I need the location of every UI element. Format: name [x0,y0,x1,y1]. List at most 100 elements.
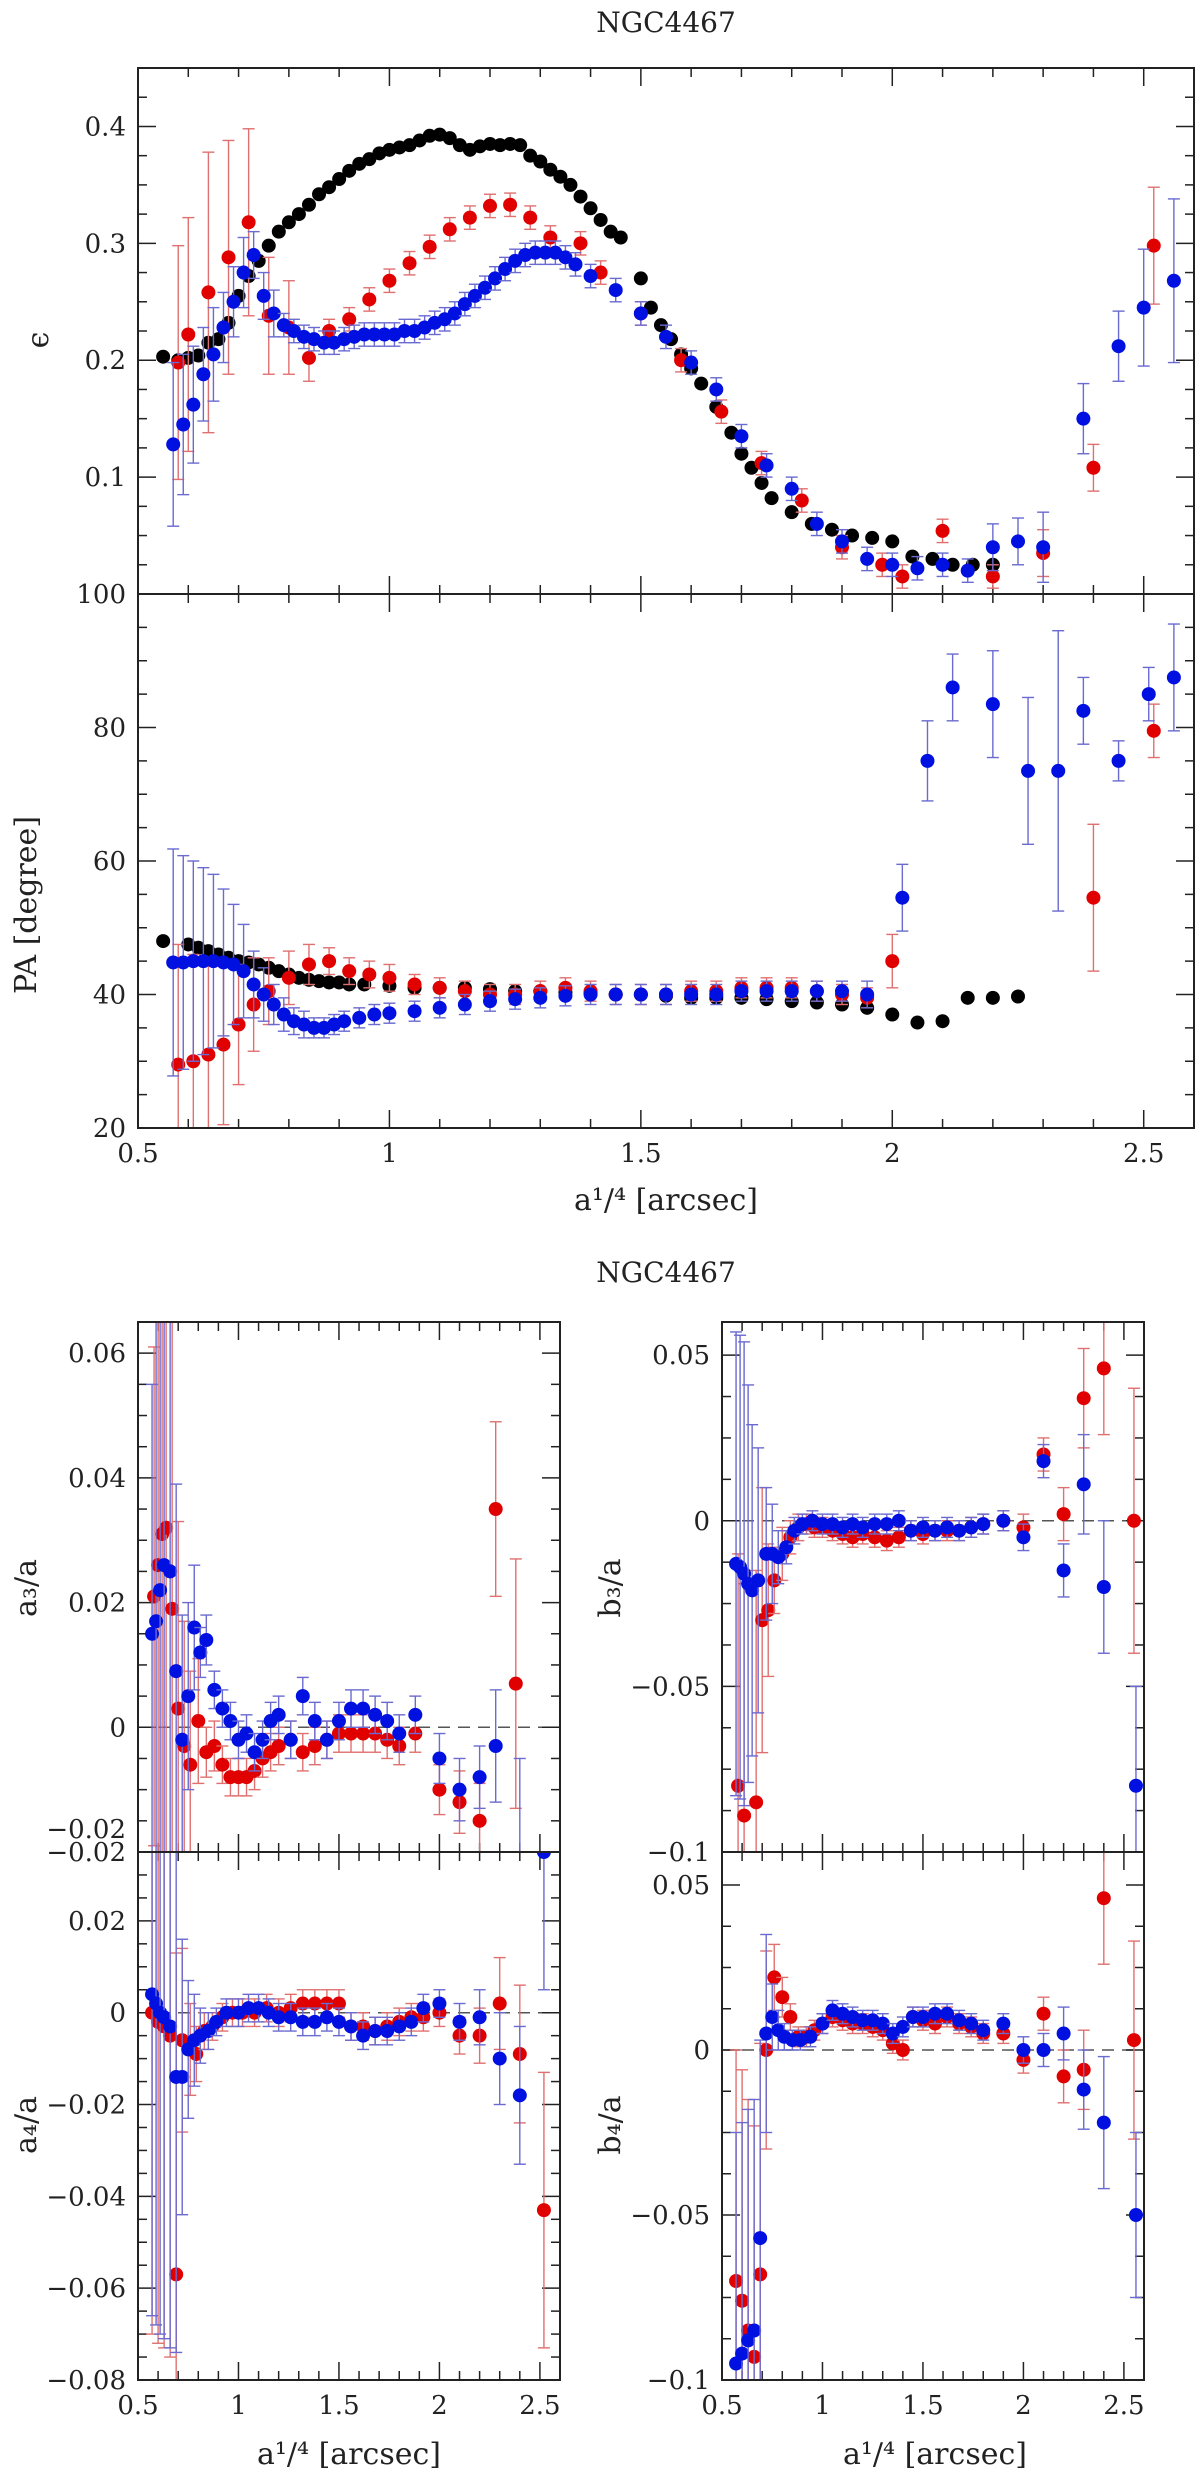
a3-red-point [307,1739,322,1753]
ellipticity-blue-point [196,367,211,382]
ellipticity-blue-point [960,563,975,578]
ellipticity-blue-point [835,534,849,549]
a3-blue-point [153,1583,168,1598]
b3-red-point [1096,1361,1111,1376]
a3-blue-point [368,1707,383,1722]
a3-blue-point [295,1689,310,1704]
a3-blue-point [380,1714,395,1729]
b3-blue-point [1076,1477,1091,1492]
ellipticity-blue-point [367,327,382,342]
ellipticity-blue-point [1136,300,1151,315]
b4-blue-point [815,2016,830,2031]
b3-blue-point [855,1520,870,1535]
a4-blue-point [241,2001,256,2016]
position_angle-blue-point [659,987,673,1002]
ellipticity-red-point [875,557,890,572]
position_angle-blue-point [196,954,211,969]
position_angle-blue-point [407,1004,422,1019]
ellipticity-black-point [291,207,306,222]
position_angle-red-point [171,1057,186,1072]
b4-blue-point [940,2006,955,2021]
position_angle-blue-point [256,987,271,1002]
b3-blue-point [903,1523,918,1538]
ellipticity-red-point [462,210,477,225]
a3-blue-point [392,1726,407,1741]
ellipticity-red-point [362,292,377,307]
ellipticity-panel: 0.1 0.2 0.3 0.4 [85,67,1195,595]
b3-blue-point [940,1520,955,1535]
b4-blue-point [1036,2043,1051,2057]
ellipticity-blue-point [860,551,875,566]
a4-blue-point [512,2088,527,2103]
a3-frame [137,1321,561,1853]
a4-blue-point [209,2014,224,2029]
position_angle-series-group [156,623,1181,1128]
ellipticity-blue-point [317,335,332,350]
a4-xlabel: a¹/⁴ [arcsec] [257,2437,441,2472]
b3-red-point [731,1778,746,1793]
ellipticity-black-point [734,446,749,461]
b3-ylabel: b₃/a [593,1558,628,1617]
a4-blue-point [416,2001,431,2016]
a4-blue-point [472,2010,487,2025]
ellipticity-red-point [714,404,729,419]
b3-blue-point [952,1523,967,1538]
b4-xtick-label: 2.5 [1103,2391,1144,2421]
b4-blue-point [765,2010,780,2024]
ellipticity-black-point [583,201,598,216]
ellipticity-ylabel: ϵ [21,332,56,349]
a3-red-point [432,1782,447,1797]
a3-blue-point [181,1689,196,1704]
a4-blue-point [368,2024,383,2039]
position_angle-blue-point [276,1007,291,1022]
position_angle-ytick-label: 100 [76,580,126,610]
ellipticity-blue-point [377,327,392,342]
ellipticity-black-point [553,169,568,184]
position_angle-red-point [216,1037,231,1052]
bottom-title: NGC4467 [596,1256,736,1289]
ellipticity-red-point [241,215,256,230]
ellipticity-black-point [563,177,578,192]
position_angle-blue-point [508,992,523,1007]
ellipticity-blue-point [633,306,648,321]
b3-ytick-label: 0 [693,1507,710,1537]
ellipticity-black-point [342,163,357,178]
b4-blue-point [915,2010,930,2024]
a3-blue-point [432,1751,447,1766]
position_angle-ytick-label: 80 [93,714,126,744]
a3-red-point [356,1726,371,1741]
a4-ytick-label: 0.02 [68,1907,126,1937]
ellipticity-blue-point [176,417,191,432]
a3-blue-point [175,1732,190,1747]
b4-blue-point [759,2026,774,2041]
ellipticity-red-point [573,236,588,251]
position_angle-blue-point [1051,763,1066,778]
position_angle-blue-point [1166,670,1181,685]
a4-red-point [331,1996,346,2011]
a3-ytick-label: 0.04 [68,1464,126,1494]
b3-blue-point [1056,1563,1071,1578]
position_angle-blue-point [266,997,281,1012]
ellipticity-black-point [322,180,337,195]
b4-blue-point [735,2346,750,2361]
ellipticity-black-point [754,475,769,490]
ellipticity-red-point [442,222,457,237]
ellipticity-ytick-label: 0.3 [85,229,126,259]
b3-blue-point [1036,1454,1051,1469]
ellipticity-blue-point [246,248,261,263]
ellipticity-blue-point [568,257,583,272]
position_angle-black-point [885,1007,900,1022]
ellipticity-black-point [261,238,276,253]
a4-blue-point [319,2010,334,2025]
b4-red-point [1096,1891,1111,1906]
b4-blue-point [895,2019,910,2034]
a3-ytick-label: 0.06 [68,1339,126,1369]
a3-ylabel: a₃/a [9,1559,44,1617]
a3-blue-point [193,1645,208,1660]
b3-blue-point [771,1550,786,1565]
a4-blue-point [432,1996,447,2011]
b3-blue-point [879,1517,894,1532]
a3-blue-point [344,1701,359,1716]
b4-red-point [767,1970,782,1985]
b4-blue-point [964,2016,979,2031]
